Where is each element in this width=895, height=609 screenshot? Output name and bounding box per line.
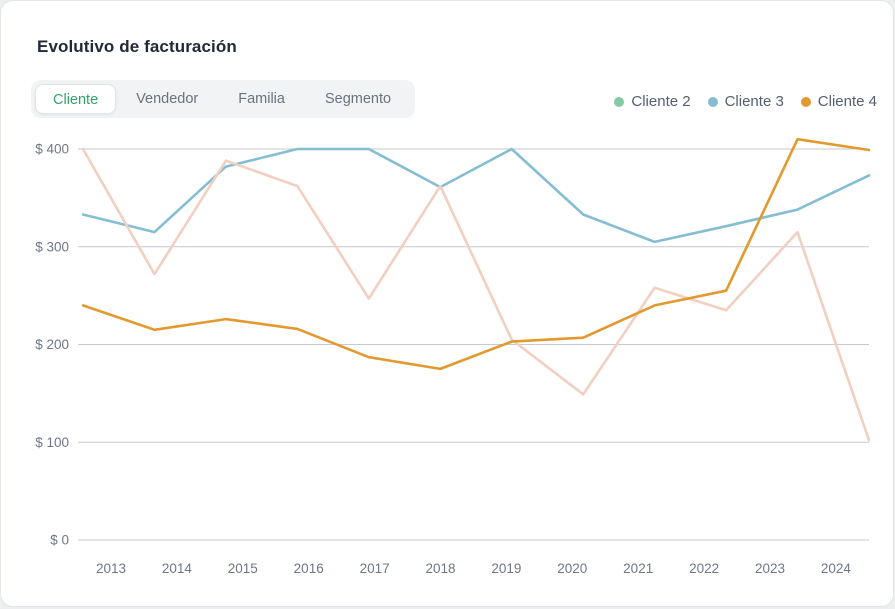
legend-item-cliente-3[interactable]: Cliente 3 (707, 93, 784, 110)
legend-dot-icon (614, 96, 625, 107)
series-line-cliente-3 (81, 147, 871, 244)
x-axis-tick-label: 2021 (623, 561, 653, 576)
x-axis-tick-label: 2024 (821, 561, 852, 576)
tab-cliente[interactable]: Cliente (35, 84, 117, 114)
series-line-cliente-4 (81, 137, 871, 371)
x-axis-tick-label: 2017 (360, 561, 390, 576)
legend-item-cliente-2[interactable]: Cliente 2 (614, 93, 691, 110)
page-title: Evolutivo de facturación (37, 37, 237, 56)
legend-item-cliente-4[interactable]: Cliente 4 (800, 93, 877, 110)
x-axis-tick-label: 2018 (425, 561, 455, 576)
x-axis-tick-label: 2013 (96, 561, 126, 576)
legend-dot-icon (800, 96, 811, 107)
tab-vendedor[interactable]: Vendedor (136, 91, 199, 107)
y-axis-tick-label: $ 400 (35, 142, 69, 157)
tab-segmento[interactable]: Segmento (324, 91, 392, 107)
chart-legend: Cliente 2 Cliente 3 Cliente 4 (614, 93, 877, 110)
legend-label: Cliente 2 (631, 93, 691, 110)
x-axis-tick-label: 2014 (162, 561, 193, 576)
series-line-muted (81, 147, 871, 442)
legend-label: Cliente 3 (724, 93, 784, 110)
x-axis-tick-label: 2015 (228, 561, 258, 576)
x-axis-tick-label: 2020 (557, 561, 587, 576)
tab-familia[interactable]: Familia (238, 91, 285, 107)
y-axis-tick-label: $ 0 (50, 533, 69, 548)
x-axis-tick-label: 2016 (294, 561, 324, 576)
legend-label: Cliente 4 (817, 93, 877, 110)
y-axis-tick-label: $ 200 (35, 337, 69, 352)
dimension-tab-bar: Cliente Vendedor Familia Segmento (31, 80, 416, 118)
x-axis-tick-label: 2019 (491, 561, 521, 576)
y-axis-tick-label: $ 300 (35, 239, 69, 254)
y-axis-tick-label: $ 100 (35, 435, 69, 450)
x-axis-tick-label: 2022 (689, 561, 719, 576)
legend-dot-icon (707, 96, 718, 107)
x-axis-tick-label: 2023 (755, 561, 785, 576)
